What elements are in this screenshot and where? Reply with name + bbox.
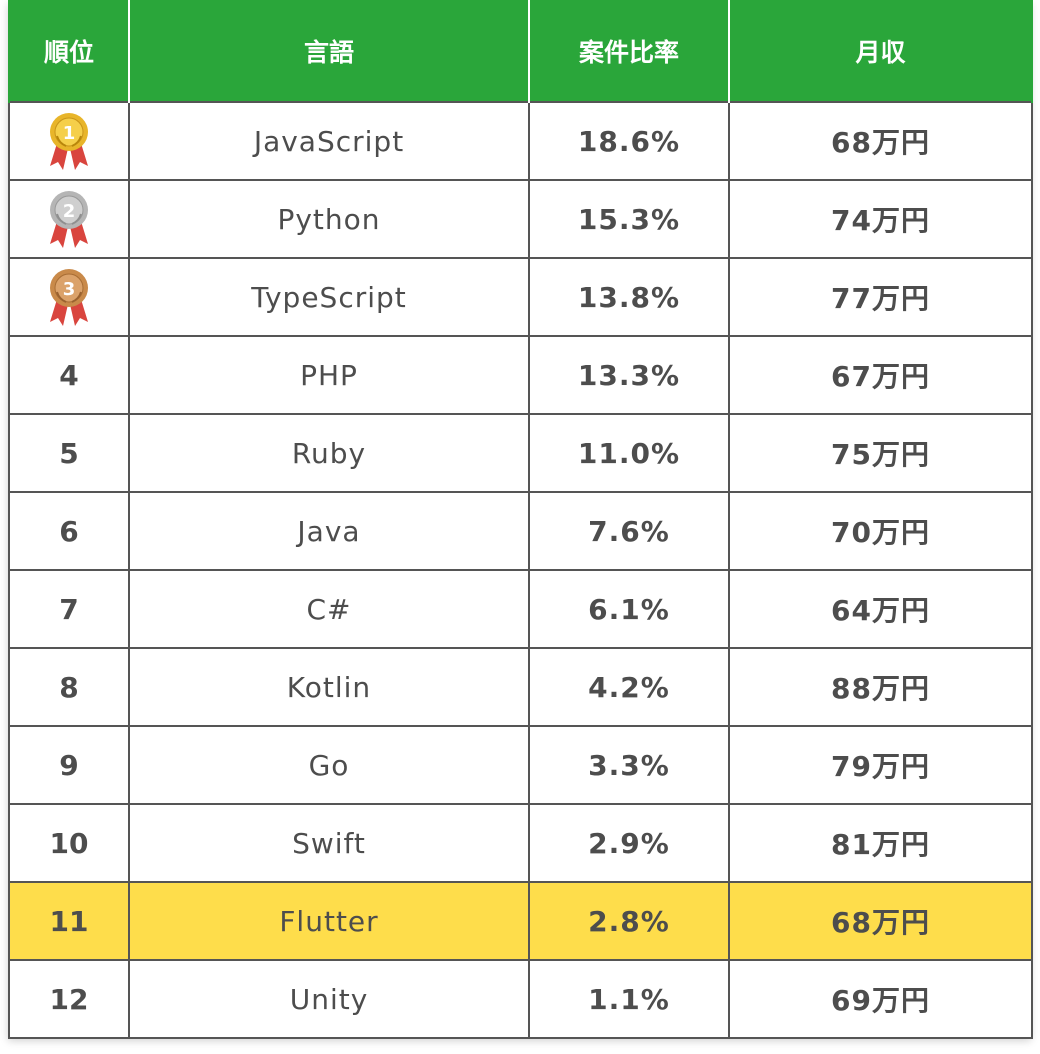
rank-cell: 2 [8, 179, 130, 259]
highlighted-table-row: 11 Flutter 2.8% 68万円 [8, 881, 1033, 961]
income-cell: 74万円 [728, 179, 1033, 259]
header-ratio: 案件比率 [528, 0, 730, 102]
language-cell: Go [128, 725, 530, 805]
income-cell: 81万円 [728, 803, 1033, 883]
language-cell: Unity [128, 959, 530, 1039]
income-cell: 75万円 [728, 413, 1033, 493]
rank-cell: 1 [8, 101, 130, 181]
svg-text:1: 1 [63, 123, 76, 144]
ratio-cell: 6.1% [528, 569, 730, 649]
rank-cell: 4 [8, 335, 130, 415]
ratio-cell: 3.3% [528, 725, 730, 805]
table-row: 4 PHP 13.3% 67万円 [8, 335, 1033, 415]
svg-text:3: 3 [63, 279, 76, 300]
ratio-cell: 2.8% [528, 881, 730, 961]
language-cell: PHP [128, 335, 530, 415]
ratio-cell: 1.1% [528, 959, 730, 1039]
ratio-cell: 13.8% [528, 257, 730, 337]
ranking-table-container: 順位 言語 案件比率 月収 1 [8, 0, 1033, 1039]
table-row: 7 C# 6.1% 64万円 [8, 569, 1033, 649]
table-row: 2 Python 15.3% 74万円 [8, 179, 1033, 259]
rank-cell: 9 [8, 725, 130, 805]
language-cell: JavaScript [128, 101, 530, 181]
rank-cell: 11 [8, 881, 130, 961]
income-cell: 64万円 [728, 569, 1033, 649]
income-cell: 77万円 [728, 257, 1033, 337]
bronze-medal-icon: 3 [46, 266, 92, 328]
ratio-cell: 15.3% [528, 179, 730, 259]
income-cell: 67万円 [728, 335, 1033, 415]
ratio-cell: 2.9% [528, 803, 730, 883]
ratio-cell: 7.6% [528, 491, 730, 571]
rank-cell: 5 [8, 413, 130, 493]
table-row: 9 Go 3.3% 79万円 [8, 725, 1033, 805]
header-rank: 順位 [8, 0, 130, 102]
header-row: 順位 言語 案件比率 月収 [8, 0, 1033, 102]
income-cell: 88万円 [728, 647, 1033, 727]
rank-cell: 3 [8, 257, 130, 337]
header-income: 月収 [728, 0, 1033, 102]
ratio-cell: 13.3% [528, 335, 730, 415]
ratio-cell: 4.2% [528, 647, 730, 727]
rank-cell: 12 [8, 959, 130, 1039]
ratio-cell: 18.6% [528, 101, 730, 181]
rank-cell: 6 [8, 491, 130, 571]
language-cell: Java [128, 491, 530, 571]
language-cell: Flutter [128, 881, 530, 961]
table-row: 8 Kotlin 4.2% 88万円 [8, 647, 1033, 727]
language-cell: Swift [128, 803, 530, 883]
rank-cell: 8 [8, 647, 130, 727]
table-row: 12 Unity 1.1% 69万円 [8, 959, 1033, 1039]
language-cell: Ruby [128, 413, 530, 493]
income-cell: 79万円 [728, 725, 1033, 805]
language-cell: Python [128, 179, 530, 259]
svg-text:2: 2 [63, 201, 76, 222]
table-row: 6 Java 7.6% 70万円 [8, 491, 1033, 571]
language-cell: TypeScript [128, 257, 530, 337]
income-cell: 68万円 [728, 101, 1033, 181]
income-cell: 68万円 [728, 881, 1033, 961]
table-row: 10 Swift 2.9% 81万円 [8, 803, 1033, 883]
language-cell: Kotlin [128, 647, 530, 727]
silver-medal-icon: 2 [46, 188, 92, 250]
rank-cell: 7 [8, 569, 130, 649]
rank-cell: 10 [8, 803, 130, 883]
income-cell: 69万円 [728, 959, 1033, 1039]
language-cell: C# [128, 569, 530, 649]
table-row: 5 Ruby 11.0% 75万円 [8, 413, 1033, 493]
income-cell: 70万円 [728, 491, 1033, 571]
table-row: 3 TypeScript 13.8% 77万円 [8, 257, 1033, 337]
gold-medal-icon: 1 [46, 110, 92, 172]
ratio-cell: 11.0% [528, 413, 730, 493]
table-row: 1 JavaScript 18.6% 68万円 [8, 101, 1033, 181]
language-ranking-table: 順位 言語 案件比率 月収 1 [8, 0, 1033, 1039]
header-language: 言語 [128, 0, 530, 102]
